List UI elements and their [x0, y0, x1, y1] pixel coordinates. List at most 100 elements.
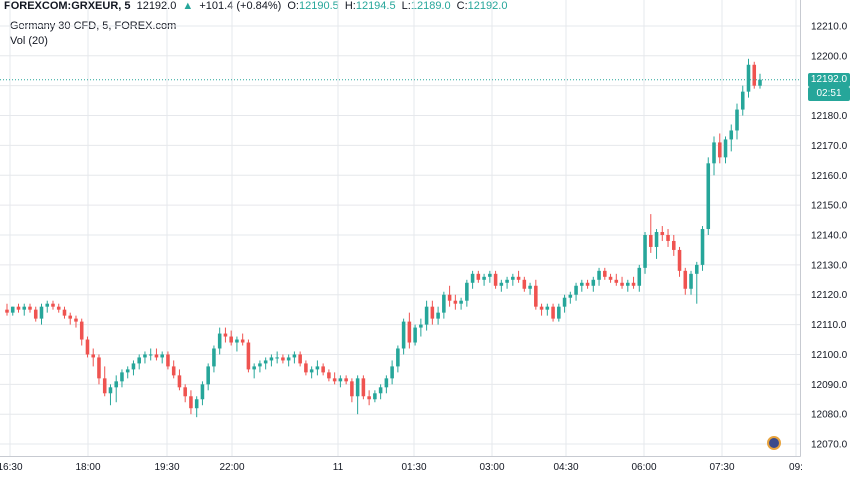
candle-body [91, 354, 96, 358]
x-tick-label: 18:00 [75, 462, 100, 473]
candle-body [729, 130, 734, 140]
candle-body [626, 282, 630, 286]
candle-body [51, 303, 55, 307]
candle-body [235, 339, 239, 343]
candle-body [332, 378, 337, 382]
candle-body [350, 381, 354, 397]
candle-body [10, 306, 15, 313]
candle-body [171, 366, 176, 376]
y-tick-label: 12120.0 [811, 290, 848, 301]
candle-body [516, 276, 521, 280]
candle-body [470, 273, 475, 283]
candle-body [551, 306, 555, 319]
candle-body [269, 357, 274, 361]
candle-body [591, 279, 596, 286]
candle-body [292, 354, 297, 358]
x-tick-label: 22:00 [219, 462, 244, 473]
y-tick-label: 12110.0 [811, 320, 847, 331]
y-tick-label: 12070.0 [811, 440, 848, 451]
candle-body [671, 240, 676, 250]
candle-body [194, 399, 199, 409]
symbol-label[interactable]: FOREXCOM:GRXEUR, 5 [4, 0, 131, 12]
candle-body [424, 306, 429, 325]
candle-body [746, 64, 751, 92]
candle-body [223, 333, 228, 337]
candle-body [120, 372, 124, 382]
candle-body [712, 142, 716, 164]
candle-body [459, 300, 463, 304]
candle-body [177, 375, 182, 388]
candle-body [723, 139, 728, 158]
y-tick-label: 12170.0 [811, 141, 848, 152]
low-value: 12189.0 [410, 0, 451, 12]
candle-body [217, 333, 222, 349]
volume-label[interactable]: Vol (20) [10, 35, 48, 47]
x-tick-label: 01:30 [401, 462, 426, 473]
candle-body [608, 276, 613, 280]
candle-body [666, 235, 670, 241]
candle-body [476, 273, 481, 280]
close-value: 12192.0 [467, 0, 508, 12]
candle-body [148, 354, 153, 356]
open-key: O: [287, 0, 299, 12]
candle-body [631, 282, 636, 286]
candle-body [229, 336, 233, 343]
candle-body [97, 357, 101, 379]
y-tick-label: 12200.0 [811, 51, 848, 62]
candle-body [396, 348, 400, 367]
candle-body [436, 312, 440, 319]
candle-body [505, 279, 509, 283]
candle-body [131, 363, 136, 370]
candle-body [413, 327, 417, 343]
y-tick-label: 12140.0 [811, 231, 848, 242]
candle-body [620, 282, 624, 286]
candle-body [166, 354, 170, 367]
y-tick-label: 12080.0 [811, 410, 848, 421]
candle-body [700, 229, 705, 265]
candle-body [338, 378, 343, 382]
high-key: H: [344, 0, 356, 12]
high-value: 12194.5 [355, 0, 396, 12]
candle-body [574, 285, 578, 295]
candle-body [189, 396, 193, 409]
x-tick-label: 04:30 [553, 462, 578, 473]
change-value: +101.4 (+0.84%) [199, 0, 282, 12]
candle-body [154, 354, 159, 358]
candle-body [212, 348, 216, 367]
candle-body [309, 369, 314, 373]
candle-body [28, 306, 32, 310]
candle-body [528, 285, 532, 289]
candle-body [5, 309, 9, 313]
candle-body [649, 235, 653, 247]
candle-body [465, 282, 469, 301]
candle-body [585, 282, 590, 286]
candle-body [102, 378, 107, 394]
candle-body [315, 366, 320, 370]
candle-body [378, 387, 383, 394]
candle-body [200, 384, 205, 400]
candle-body [683, 270, 688, 289]
candle-body [580, 282, 584, 286]
candle-body [286, 357, 291, 361]
candle-body [493, 273, 498, 286]
candle-body [597, 270, 601, 280]
candle-body [534, 285, 538, 307]
candle-body [275, 357, 279, 359]
candle-body [637, 267, 642, 286]
globe-icon[interactable] [767, 436, 781, 450]
candle-body [488, 273, 492, 277]
candle-body [304, 363, 308, 373]
candle-body [384, 378, 389, 388]
candle-body [68, 315, 73, 319]
candle-body [56, 306, 61, 310]
candle-body [499, 282, 504, 286]
candle-body [321, 366, 325, 373]
x-tick-label: 19:30 [154, 462, 179, 473]
candle-body [735, 109, 739, 131]
open-value: 12190.5 [299, 0, 339, 12]
candle-body [643, 235, 647, 268]
candle-body [758, 79, 762, 86]
candle-body [752, 64, 757, 86]
candle-body [39, 306, 44, 319]
